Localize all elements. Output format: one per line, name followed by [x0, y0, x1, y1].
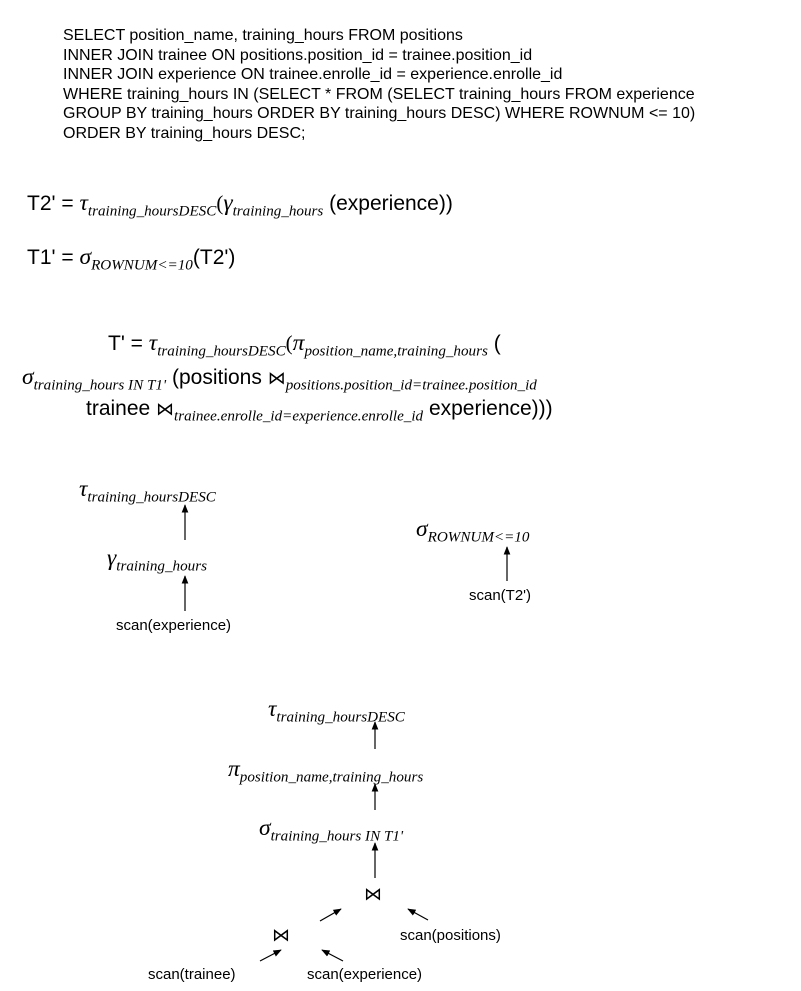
sigma-symbol: σ	[22, 364, 34, 390]
relation-trainee: trainee	[86, 397, 157, 420]
tree3-join-bottom-icon: ⋈	[272, 925, 290, 946]
edge-arrow	[407, 908, 429, 921]
tree1-scan-experience: scan(experience)	[116, 617, 232, 634]
equation-lhs: T' =	[108, 332, 149, 355]
equation-lhs: T1' =	[27, 246, 80, 269]
sql-line: INNER JOIN trainee ON positions.position…	[63, 46, 533, 64]
equation-t-line3: trainee ⋈trainee.enrolle_id=experience.e…	[86, 396, 553, 429]
edge-arrow	[321, 949, 344, 962]
join-condition: trainee.enrolle_id=experience.enrolle_id	[174, 408, 424, 425]
open-paren: (	[487, 332, 501, 355]
sigma-symbol: σ	[79, 244, 92, 270]
tree1-tau-node: τtraining_hoursDESC	[79, 476, 216, 506]
tau-symbol: τ	[268, 696, 277, 722]
equation-t1: T1' = σROWNUM<=10(T2')	[27, 244, 235, 278]
relation-experience: experience)))	[423, 397, 553, 420]
gamma-symbol: γ	[107, 545, 117, 571]
sql-line: ORDER BY training_hours DESC;	[63, 124, 306, 142]
tree3-scan-trainee: scan(trainee)	[148, 966, 236, 983]
pi-symbol: π	[228, 756, 240, 782]
gamma-symbol: γ	[223, 190, 233, 216]
tree2-scan-t2: scan(T2')	[469, 587, 532, 604]
tree3-sigma-node: σtraining_hours IN T1'	[259, 815, 403, 845]
sigma-symbol: σ	[416, 516, 428, 542]
equation-argument: (experience))	[329, 192, 453, 215]
join-icon: ⋈	[156, 399, 175, 420]
equation-t-line2: σtraining_hours IN T1' (positions ⋈posit…	[22, 364, 537, 398]
sql-query: SELECT position_name, training_hours FRO…	[63, 26, 695, 143]
tau-subscript: training_hoursDESC	[87, 203, 217, 220]
tau-symbol: τ	[79, 476, 88, 502]
tree2-sigma-node: σROWNUM<=10	[416, 516, 529, 546]
sigma-subscript: ROWNUM<=10	[427, 529, 530, 546]
equation-lhs: T2' =	[27, 192, 80, 215]
gamma-subscript: training_hours	[232, 203, 324, 220]
join-condition: positions.position_id=trainee.position_i…	[285, 377, 537, 394]
tree1-gamma-node: γtraining_hours	[107, 545, 207, 575]
sql-line: INNER JOIN experience ON trainee.enrolle…	[63, 66, 563, 83]
tree3-pi-node: πposition_name,training_hours	[228, 756, 423, 786]
pi-subscript: position_name,training_hours	[304, 343, 488, 360]
edge-arrow	[319, 908, 342, 922]
sigma-subscript: ROWNUM<=10	[91, 257, 193, 274]
tree3-scan-positions: scan(positions)	[400, 927, 501, 944]
pi-subscript: position_name,training_hours	[239, 769, 424, 786]
sql-line: WHERE training_hours IN (SELECT * FROM (…	[63, 85, 695, 103]
tau-symbol: τ	[79, 190, 88, 216]
equation-argument: (T2')	[192, 246, 236, 269]
edge-arrow	[259, 949, 282, 962]
sql-line: GROUP BY training_hours ORDER BY trainin…	[63, 105, 696, 122]
join-icon: ⋈	[267, 368, 286, 389]
sigma-subscript: training_hours IN T1'	[33, 377, 167, 394]
open-paren: (	[285, 331, 293, 355]
tree3-join-top-icon: ⋈	[364, 884, 382, 905]
pi-symbol: π	[292, 330, 305, 356]
gamma-subscript: training_hours	[116, 558, 207, 575]
equation-t2: T2' = τtraining_hoursDESC(γtraining_hour…	[27, 190, 453, 224]
relation-positions: (positions	[171, 366, 268, 389]
tau-subscript: training_hoursDESC	[87, 489, 216, 506]
sigma-subscript: training_hours IN T1'	[270, 828, 404, 845]
sigma-symbol: σ	[259, 815, 271, 841]
sql-line: SELECT position_name, training_hours FRO…	[63, 27, 463, 44]
tree3-scan-experience: scan(experience)	[307, 966, 423, 983]
open-paren: (	[216, 191, 224, 215]
tau-symbol: τ	[148, 330, 158, 356]
tau-subscript: training_hoursDESC	[157, 343, 286, 360]
equation-t-line1: T' = τtraining_hoursDESC(πposition_name,…	[108, 330, 501, 364]
